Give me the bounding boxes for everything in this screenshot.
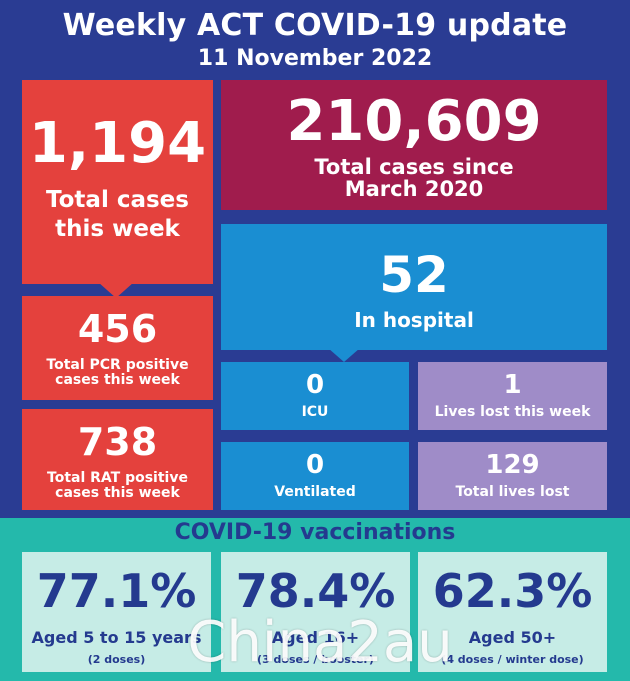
rat-cases-label-line1: Total RAT positive <box>47 470 188 486</box>
icu-label: ICU <box>301 404 329 420</box>
rat-cases-label-line2: cases this week <box>55 485 180 502</box>
total-cases-week-label-line2: this week <box>55 215 180 242</box>
vaccination-card-50-plus: 62.3% Aged 50+ (4 doses / winter dose) <box>418 552 607 672</box>
pcr-cases-card: 456 Total PCR positive cases this week <box>22 296 213 400</box>
total-cases-since-label: Total cases since March 2020 <box>221 156 607 200</box>
vaccination-5-15-label: Aged 5 to 15 years <box>31 628 202 647</box>
rat-cases-label: Total RAT positive cases this week <box>22 470 213 502</box>
lives-lost-week-card: 1 Lives lost this week <box>418 362 607 430</box>
total-cases-since-card: 210,609 Total cases since March 2020 <box>221 80 607 210</box>
total-cases-week-card: 1,194 Total cases this week <box>22 80 213 284</box>
vaccination-50-plus-sub: (4 doses / winter dose) <box>441 653 584 666</box>
total-cases-week-label-line1: Total cases <box>46 187 189 213</box>
lives-lost-week-label: Lives lost this week <box>434 404 591 420</box>
pcr-cases-label: Total PCR positive cases this week <box>22 357 213 389</box>
in-hospital-value: 52 <box>379 246 449 304</box>
total-lives-lost-label: Total lives lost <box>455 484 570 500</box>
in-hospital-card: 52 In hospital <box>221 224 607 350</box>
icu-card: 0 ICU <box>221 362 409 430</box>
pcr-cases-value: 456 <box>77 307 158 351</box>
total-lives-lost-value: 129 <box>485 450 540 480</box>
ventilated-label: Ventilated <box>274 484 356 500</box>
vaccination-16-plus-label: Aged 16+ <box>271 628 360 647</box>
blue-arrow-down-icon <box>328 348 360 362</box>
total-lives-lost-card: 129 Total lives lost <box>418 442 607 510</box>
total-cases-week-label: Total cases this week <box>22 186 213 244</box>
vaccination-5-15-sub: (2 doses) <box>87 653 146 666</box>
lives-lost-week-value: 1 <box>503 370 522 400</box>
pcr-cases-label-line1: Total PCR positive <box>46 357 189 373</box>
total-cases-since-label-line2: March 2020 <box>344 177 484 202</box>
vaccination-card-16-plus: 78.4% Aged 16+ (3 doses / booster) <box>221 552 410 672</box>
in-hospital-label: In hospital <box>354 308 474 332</box>
pcr-cases-label-line2: cases this week <box>55 372 180 389</box>
vaccinations-title: COVID-19 vaccinations <box>174 520 456 545</box>
rat-cases-card: 738 Total RAT positive cases this week <box>22 409 213 510</box>
page-title: Weekly ACT COVID-19 update <box>62 8 568 43</box>
vaccination-5-15-value: 77.1% <box>36 564 197 618</box>
total-cases-since-label-line1: Total cases since <box>314 155 514 179</box>
vaccination-card-5-15: 77.1% Aged 5 to 15 years (2 doses) <box>22 552 211 672</box>
icu-value: 0 <box>305 370 325 400</box>
page-date: 11 November 2022 <box>197 46 433 71</box>
vaccination-50-plus-label: Aged 50+ <box>468 628 557 647</box>
rat-cases-value: 738 <box>77 420 158 464</box>
ventilated-card: 0 Ventilated <box>221 442 409 510</box>
ventilated-value: 0 <box>305 450 325 480</box>
vaccination-16-plus-sub: (3 doses / booster) <box>257 653 374 666</box>
total-cases-since-value: 210,609 <box>286 89 542 154</box>
vaccination-50-plus-value: 62.3% <box>432 564 593 618</box>
vaccination-16-plus-value: 78.4% <box>235 564 396 618</box>
total-cases-week-value: 1,194 <box>28 111 207 176</box>
red-arrow-down-icon <box>98 282 134 298</box>
